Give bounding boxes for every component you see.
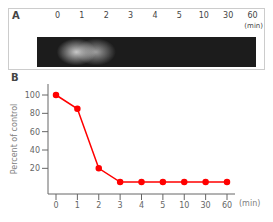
html-text:60: 60 <box>247 11 258 20</box>
svg-text:2: 2 <box>96 201 101 210</box>
svg-text:1: 1 <box>75 201 80 210</box>
svg-text:10: 10 <box>179 201 189 210</box>
svg-text:60: 60 <box>222 201 232 210</box>
html-text:5: 5 <box>176 11 182 20</box>
svg-text:0: 0 <box>53 201 58 210</box>
svg-text:60: 60 <box>30 128 40 137</box>
svg-text:5: 5 <box>160 201 165 210</box>
html-text:A: A <box>12 10 20 21</box>
html-text:30: 30 <box>223 11 234 20</box>
svg-text:3: 3 <box>118 201 123 210</box>
html-text:(min): (min) <box>244 22 263 30</box>
svg-text:40: 40 <box>30 146 40 155</box>
svg-text:30: 30 <box>201 201 211 210</box>
svg-text:100: 100 <box>25 91 40 100</box>
html-text:3: 3 <box>128 11 134 20</box>
html-text:0: 0 <box>54 11 60 20</box>
html-text:4: 4 <box>152 11 158 20</box>
html-text:1: 1 <box>79 11 85 20</box>
svg-text:(min): (min) <box>239 199 260 208</box>
html-text:B: B <box>11 72 19 83</box>
svg-text:80: 80 <box>30 109 40 118</box>
svg-text:Percent of control: Percent of control <box>10 104 19 175</box>
svg-text:20: 20 <box>30 164 40 173</box>
html-text:2: 2 <box>103 11 109 20</box>
html-text:10: 10 <box>198 11 209 20</box>
svg-text:4: 4 <box>139 201 144 210</box>
